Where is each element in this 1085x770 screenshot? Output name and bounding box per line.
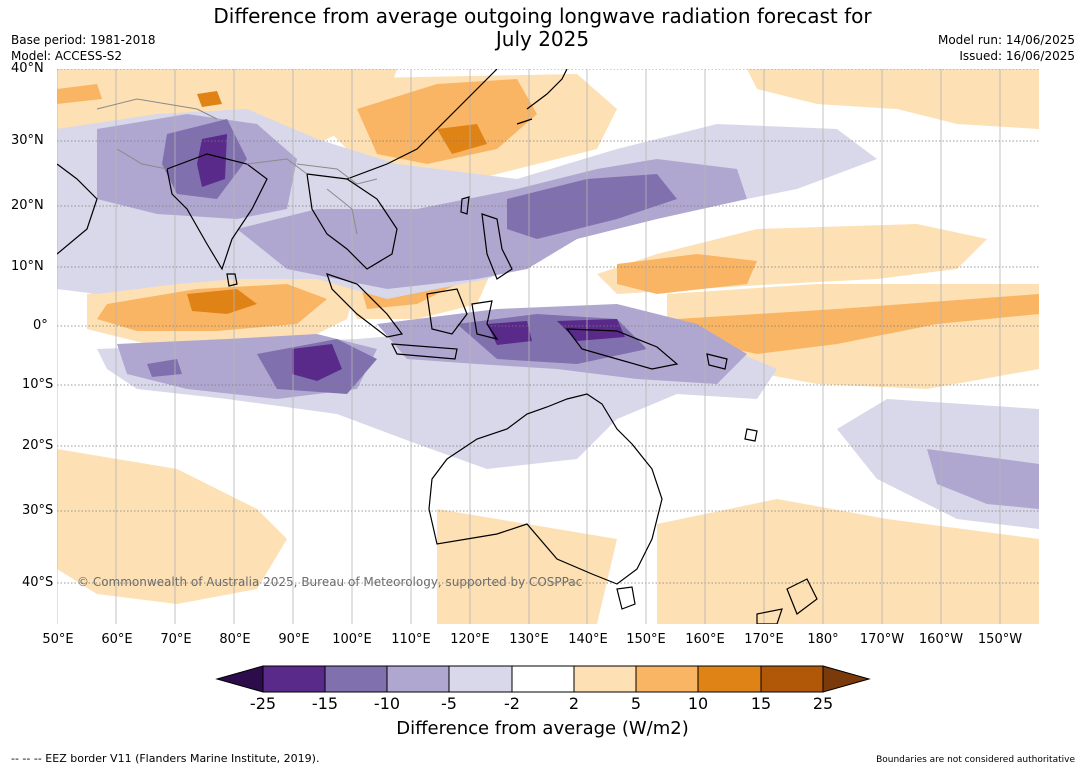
cb-tick-6: 2 [568,694,580,713]
lon-label-180: 180° [807,632,839,647]
meridians [57,69,1001,624]
header-right: Model run: 14/06/2025 Issued: 16/06/2025 [938,32,1075,64]
lon-label-70e: 70°E [160,632,192,647]
cb-tick-8: 10 [687,694,709,713]
lon-label-130e: 130°E [509,632,549,647]
country-borders [96,98,378,235]
colorbar-swatch-3 [386,665,450,693]
lon-label-150w: 150°W [977,632,1023,647]
lat-label-30s: 30°S [22,503,54,518]
lat-label-10s: 10°S [22,377,54,392]
colorbar [215,665,871,693]
graticule [57,69,1039,584]
colorbar-swatch-6 [573,665,637,693]
lon-label-60e: 60°E [101,632,133,647]
issued-date: Issued: 16/06/2025 [959,49,1075,63]
lon-label-170e: 170°E [744,632,784,647]
model-name: Model: ACCESS-S2 [11,49,123,63]
cb-tick-4: -5 [441,694,457,713]
colorbar-arrow-high [822,665,871,693]
cb-tick-9: 15 [750,694,772,713]
lon-label-140e: 140°E [568,632,608,647]
lon-label-170w: 170°W [859,632,905,647]
eez-border-note: -- -- -- EEZ border V11 (Flanders Marine… [11,752,320,765]
colorbar-swatch-5 [511,665,575,693]
colorbar-swatch-2 [324,665,388,693]
lon-label-80e: 80°E [219,632,251,647]
positive-anomaly-strong [187,91,487,314]
title-line-1: Difference from average outgoing longwav… [213,4,872,28]
lat-label-10n: 10°N [11,259,44,274]
colorbar-swatch-9 [760,665,824,693]
colorbar-title: Difference from average (W/m2) [396,718,689,739]
base-period: Base period: 1981-2018 [11,33,156,47]
lat-label-40s: 40°S [22,575,54,590]
cb-tick-7: 5 [630,694,642,713]
cb-tick-2: -15 [311,694,339,713]
cb-tick-5: -2 [504,694,520,713]
lon-label-110e: 110°E [391,632,431,647]
colorbar-swatch-7 [635,665,699,693]
lon-label-150e: 150°E [626,632,666,647]
colorbar-arrow-low [215,665,264,693]
title-line-2: July 2025 [495,27,590,51]
cb-tick-10: 25 [812,694,834,713]
lat-label-30n: 30°N [11,133,44,148]
olr-anomaly-map [57,69,1039,624]
lon-label-160w: 160°W [918,632,964,647]
colorbar-swatch-4 [448,665,513,693]
colorbar-swatch-8 [697,665,762,693]
coastlines [57,69,818,624]
lon-label-50e: 50°E [42,632,74,647]
copyright-notice: © Commonwealth of Australia 2025, Bureau… [77,575,583,589]
model-run: Model run: 14/06/2025 [937,33,1075,47]
cb-tick-3: -10 [373,694,401,713]
map-title: Difference from average outgoing longwav… [0,5,1085,51]
cb-tick-1: -25 [249,694,277,713]
lat-label-40n: 40°N [11,61,44,76]
boundaries-disclaimer: Boundaries are not considered authoritat… [876,755,1075,765]
lon-label-160e: 160°E [685,632,725,647]
lon-label-90e: 90°E [278,632,310,647]
header-left: Base period: 1981-2018 Model: ACCESS-S2 [11,32,156,64]
lat-label-0: 0° [33,318,48,333]
lat-label-20n: 20°N [11,198,44,213]
lon-label-100e: 100°E [332,632,372,647]
colorbar-swatch-1 [262,665,326,693]
lon-label-120e: 120°E [450,632,490,647]
lat-label-20s: 20°S [22,438,54,453]
